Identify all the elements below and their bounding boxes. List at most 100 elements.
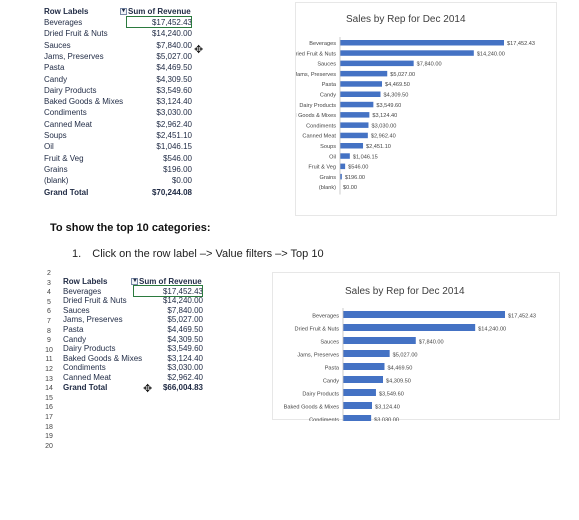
row-number[interactable]: 9 <box>47 337 51 345</box>
pivot-row-label[interactable]: Pasta <box>63 325 84 334</box>
pivot-row-value[interactable]: $17,452.43 <box>151 18 192 27</box>
bar-condiments[interactable] <box>343 415 372 421</box>
row-number[interactable]: 18 <box>45 423 53 431</box>
row-number[interactable]: 2 <box>47 270 51 277</box>
row-number[interactable]: 10 <box>45 346 53 354</box>
row-number[interactable]: 17 <box>45 414 53 421</box>
pivot-row-label[interactable]: Soups <box>44 131 67 140</box>
bar-sauces[interactable] <box>340 60 414 67</box>
bar-sauces[interactable] <box>343 337 416 344</box>
pivot-row-label[interactable]: Canned Meat <box>63 373 112 382</box>
filter-dropdown-icon[interactable]: ▾ <box>120 8 127 16</box>
pivot-row-label[interactable]: Beverages <box>63 286 102 296</box>
pivot-row-value[interactable]: $0.00 <box>171 176 192 186</box>
row-number[interactable]: 6 <box>47 308 51 316</box>
bar-dried-fruit-nuts[interactable] <box>343 324 476 331</box>
row-number[interactable]: 7 <box>47 318 51 325</box>
bar-beverages[interactable] <box>343 311 505 318</box>
bar-pasta[interactable] <box>343 363 385 370</box>
pivot-row-label[interactable]: (blank) <box>44 176 69 186</box>
pivot-row-label[interactable]: Candy <box>44 74 68 84</box>
bar-dried-fruit-nuts[interactable] <box>340 50 474 56</box>
pivot-row-value[interactable]: $3,030.00 <box>167 363 203 373</box>
bar-dairy-products[interactable] <box>343 389 376 396</box>
row-number[interactable]: 11 <box>45 356 53 364</box>
pivot-row-value[interactable]: $14,240.00 <box>151 29 192 39</box>
bar-canned-meat[interactable] <box>340 132 368 139</box>
bar-pasta[interactable] <box>340 81 382 87</box>
bar-dairy-products[interactable] <box>340 101 374 108</box>
pivot-row-label[interactable]: Dairy Products <box>44 85 97 95</box>
pivot-row-value[interactable]: $4,309.50 <box>167 334 203 344</box>
pivot-row-label[interactable]: Fruit & Veg <box>44 153 84 163</box>
pivot-row-value[interactable]: $5,027.00 <box>167 315 203 325</box>
pivot-row-value[interactable]: $196.00 <box>163 164 192 174</box>
bar-candy[interactable] <box>340 91 381 98</box>
pivot-row-value[interactable]: $3,549.60 <box>167 344 203 354</box>
pivot-row-label[interactable]: Candy <box>63 334 87 344</box>
pivot-row-label[interactable]: Sauces <box>63 305 90 315</box>
pivot-row-value[interactable]: $7,840.00 <box>156 40 192 50</box>
sum-of-revenue-header[interactable]: ▾ Sum of Revenue <box>120 7 191 16</box>
row-number[interactable]: 20 <box>45 442 53 450</box>
pivot-row-value[interactable]: $14,240.00 <box>162 296 203 306</box>
row-labels-header[interactable]: Row Labels <box>44 7 89 16</box>
pivot-row-label[interactable]: Dried Fruit & Nuts <box>63 296 127 306</box>
pivot-row-value[interactable]: $3,124.40 <box>156 97 192 107</box>
pivot-row-value[interactable]: $2,962.40 <box>156 119 192 129</box>
row-number[interactable]: 15 <box>45 394 53 402</box>
pivot-row-label[interactable]: Beverages <box>44 18 83 27</box>
row-number[interactable]: 13 <box>45 375 53 383</box>
pivot-row-label[interactable]: Sauces <box>44 40 71 50</box>
pivot-row-value[interactable]: $2,451.10 <box>156 131 192 140</box>
pivot-row-value[interactable]: $2,962.40 <box>167 373 203 382</box>
row-number[interactable]: 19 <box>45 433 53 441</box>
pivot-row-value[interactable]: $7,840.00 <box>167 305 203 315</box>
pivot-row-value[interactable]: $3,030.00 <box>156 108 192 118</box>
pivot-row-label[interactable]: Jams, Preserves <box>44 51 104 61</box>
row-labels-header[interactable]: Row Labels <box>63 277 108 286</box>
pivot-row-value[interactable]: $4,469.50 <box>167 325 203 334</box>
bar-candy[interactable] <box>343 376 383 383</box>
pivot-row-label[interactable]: Grains <box>44 164 68 174</box>
pivot-row-value[interactable]: $17,452.43 <box>162 286 203 296</box>
row-number[interactable]: 14 <box>45 385 53 393</box>
pivot-row-label[interactable]: Jams, Preserves <box>63 315 123 325</box>
pivot-row-value[interactable]: $546.00 <box>163 153 192 163</box>
bottom-bar-chart[interactable]: Sales by Rep for Dec 2014 Beverages $17,4… <box>272 272 560 421</box>
bar-baked-goods-mixes[interactable] <box>340 112 370 118</box>
row-number[interactable]: 16 <box>45 404 53 412</box>
bar-soups[interactable] <box>340 143 364 149</box>
pivot-row-value[interactable]: $4,469.50 <box>156 63 192 73</box>
pivot-row-label[interactable]: Oil <box>44 142 54 152</box>
pivot-row-value[interactable]: $3,549.60 <box>156 85 192 95</box>
pivot-row-value[interactable]: $3,124.40 <box>167 353 203 363</box>
sum-of-revenue-header[interactable]: ▼Sum of Revenue <box>131 277 202 286</box>
bar-jams-preserves[interactable] <box>343 350 390 357</box>
row-number[interactable]: 3 <box>47 279 51 287</box>
pivot-row-label[interactable]: Pasta <box>44 63 65 73</box>
bar-beverages[interactable] <box>340 40 504 46</box>
pivot-row-label[interactable]: Baked Goods & Mixes <box>44 97 124 107</box>
bar-fruit-veg[interactable] <box>340 163 346 170</box>
bar-condiments[interactable] <box>340 122 369 128</box>
pivot-row-label[interactable]: Canned Meat <box>44 119 93 129</box>
filter-active-icon[interactable]: ▼ <box>131 278 138 286</box>
pivot-row-label[interactable]: Condiments <box>63 363 106 373</box>
bar-jams-preserves[interactable] <box>340 70 388 77</box>
pivot-row-label[interactable]: Baked Goods & Mixes <box>63 353 143 363</box>
pivot-row-value[interactable]: $5,027.00 <box>156 51 192 61</box>
row-number[interactable]: 8 <box>47 327 51 335</box>
row-number[interactable]: 12 <box>45 366 53 373</box>
bar-baked-goods-mixes[interactable] <box>343 402 372 409</box>
bar-grains[interactable] <box>340 173 342 180</box>
row-number[interactable]: 5 <box>47 298 51 306</box>
pivot-row-value[interactable]: $4,309.50 <box>156 74 192 84</box>
pivot-row-value[interactable]: $1,046.15 <box>156 142 192 152</box>
pivot-row-label[interactable]: Condiments <box>44 108 87 118</box>
row-number[interactable]: 4 <box>47 289 51 297</box>
pivot-row-label[interactable]: Dairy Products <box>63 344 116 354</box>
top-bar-chart[interactable]: Sales by Rep for Dec 2014 Beverages $17,4… <box>295 2 557 216</box>
bar-oil[interactable] <box>340 153 350 159</box>
pivot-row-label[interactable]: Dried Fruit & Nuts <box>44 29 108 39</box>
